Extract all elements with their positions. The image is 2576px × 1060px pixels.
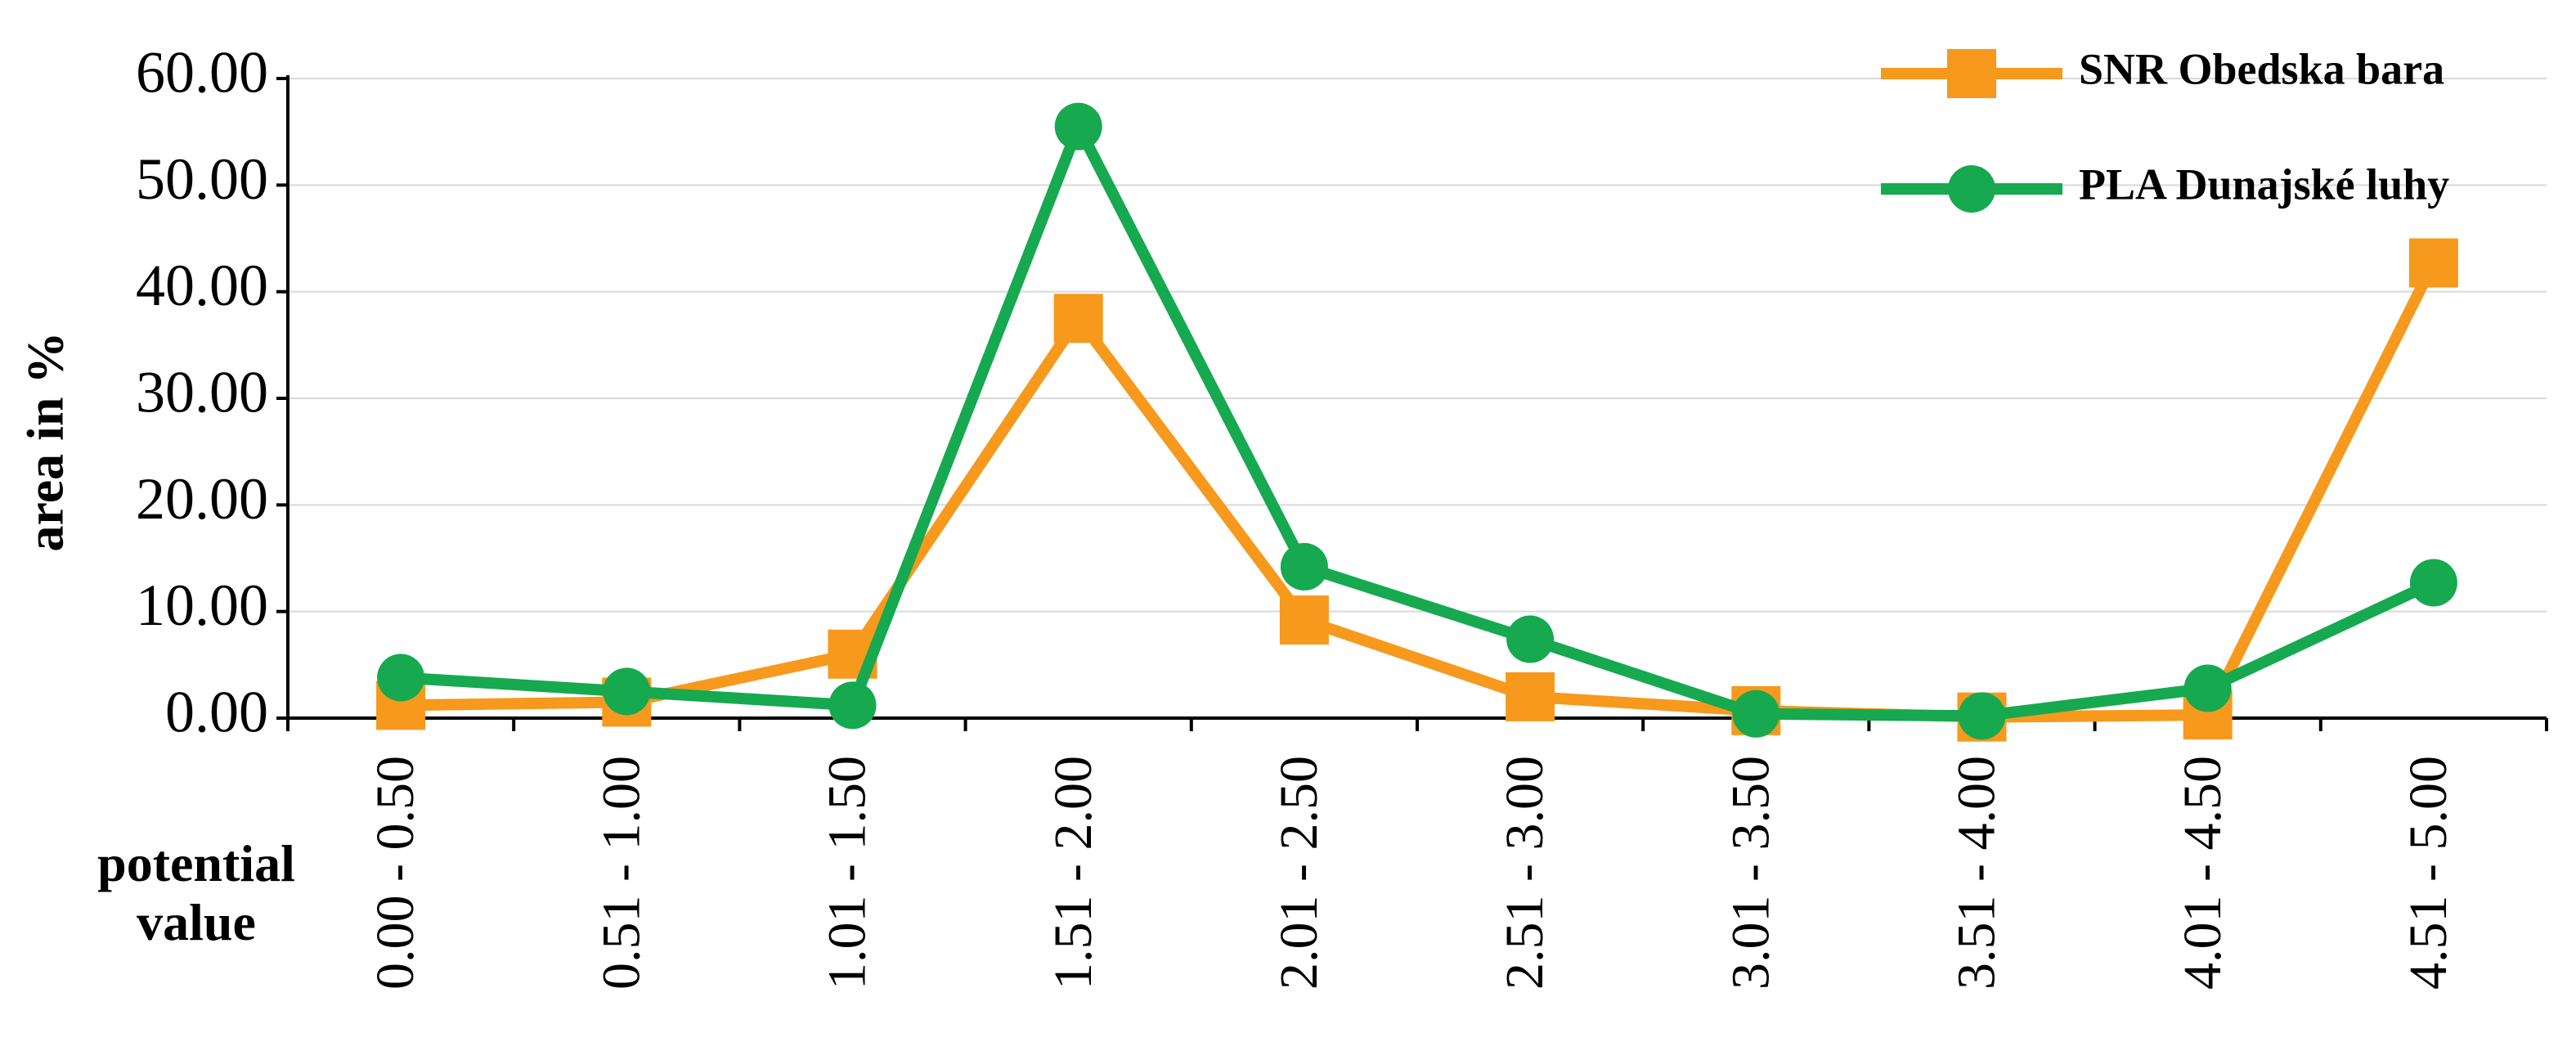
series-line — [401, 260, 2439, 723]
y-tick-label: 30.00 — [136, 360, 268, 425]
circle-marker — [377, 654, 425, 702]
circle-marker — [1054, 102, 1102, 150]
square-marker — [1279, 595, 1329, 645]
circle-marker — [1506, 615, 1555, 663]
x-tick-label: 2.01 - 2.50 — [1269, 756, 1329, 990]
circle-marker — [2409, 559, 2457, 607]
x-tick-label: 4.01 - 4.50 — [2173, 756, 2233, 990]
x-tick-label: 0.00 - 0.50 — [366, 756, 425, 990]
circle-marker — [1732, 689, 1780, 738]
square-marker — [1053, 294, 1103, 344]
circle-marker — [1280, 542, 1328, 591]
square-marker — [2408, 238, 2458, 288]
y-axis-title: area in % — [16, 331, 74, 551]
square-marker — [1506, 671, 1555, 721]
x-tick-label: 4.51 - 5.00 — [2399, 756, 2458, 990]
circle-marker — [603, 667, 651, 716]
y-tick-label: 40.00 — [136, 253, 268, 318]
x-tick-label: 0.51 - 1.00 — [591, 756, 651, 990]
series-line — [400, 120, 2436, 722]
legend-label: PLA Dunajské luhy — [2079, 159, 2449, 209]
y-tick-label: 0.00 — [165, 680, 268, 745]
circle-marker — [2183, 664, 2232, 712]
circle-marker — [828, 681, 877, 730]
x-tick-label: 2.51 - 3.00 — [1495, 756, 1555, 990]
circle-marker — [1958, 692, 2006, 740]
x-tick-label: 1.51 - 2.00 — [1043, 756, 1103, 990]
y-tick-label: 60.00 — [136, 40, 268, 106]
x-tick-label: 3.01 - 3.50 — [1721, 756, 1780, 990]
legend-marker — [1948, 165, 1995, 213]
y-tick-label: 50.00 — [136, 146, 268, 212]
x-axis-title: potential value — [97, 834, 295, 951]
y-tick-label: 20.00 — [136, 466, 268, 532]
x-tick-label: 3.51 - 4.00 — [1947, 756, 2007, 990]
x-tick-label: 1.01 - 1.50 — [818, 756, 877, 990]
legend-label: SNR Obedska bara — [2079, 44, 2444, 93]
legend-marker — [1947, 49, 1996, 98]
y-tick-label: 10.00 — [136, 573, 268, 638]
